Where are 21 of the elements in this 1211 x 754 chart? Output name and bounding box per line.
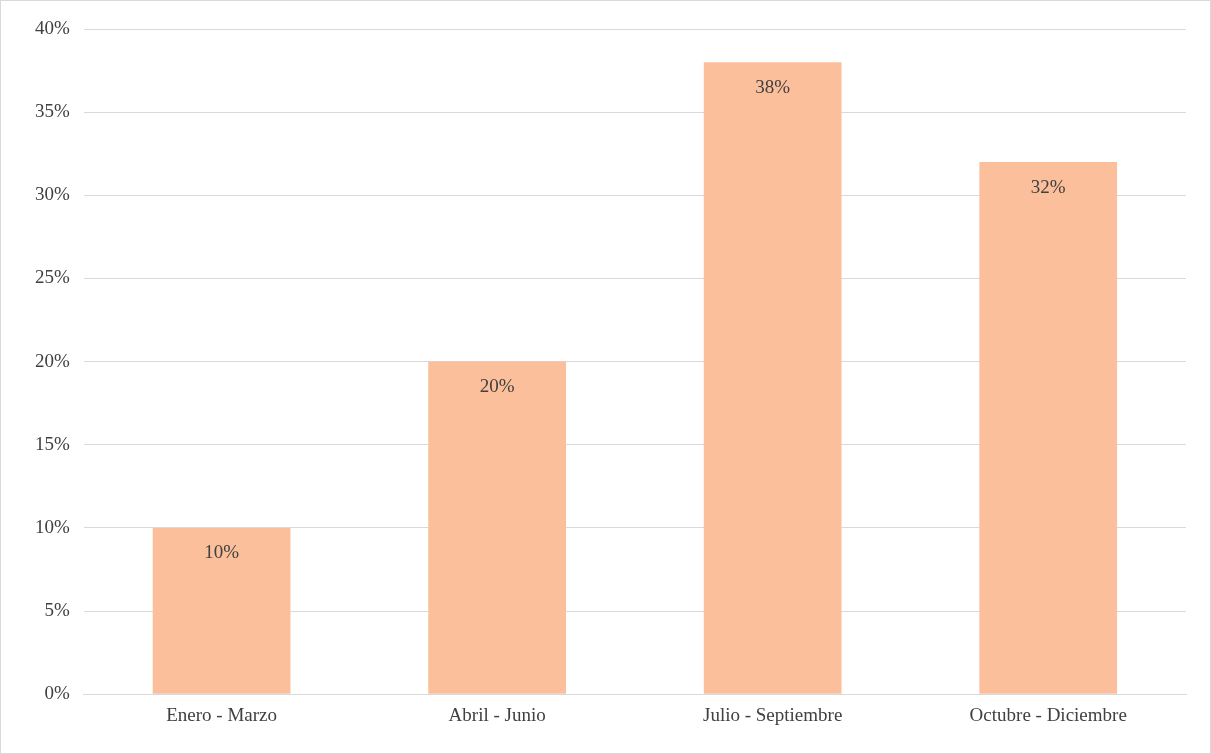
data-label: 20%: [479, 375, 515, 397]
bar: [703, 62, 842, 694]
y-tick-label: 40%: [35, 16, 70, 38]
x-tick-label: Octubre - Diciembre: [969, 703, 1127, 725]
x-tick-label: Abril - Junio: [448, 703, 546, 725]
y-tick-label: 15%: [35, 432, 70, 454]
y-tick-label: 10%: [35, 515, 70, 537]
y-tick-label: 0%: [44, 682, 70, 704]
y-tick-label: 35%: [35, 100, 70, 122]
y-tick-label: 30%: [35, 183, 70, 205]
data-label: 10%: [204, 541, 240, 563]
bar: [152, 527, 291, 694]
bar: [428, 361, 567, 694]
y-tick-label: 5%: [44, 599, 70, 621]
bar: [979, 162, 1118, 694]
y-tick-label: 20%: [35, 349, 70, 371]
y-tick-label: 25%: [35, 266, 70, 288]
data-label: 38%: [755, 75, 791, 97]
data-label: 32%: [1030, 175, 1066, 197]
x-tick-label: Julio - Septiembre: [703, 703, 843, 725]
x-tick-label: Enero - Marzo: [166, 703, 277, 725]
